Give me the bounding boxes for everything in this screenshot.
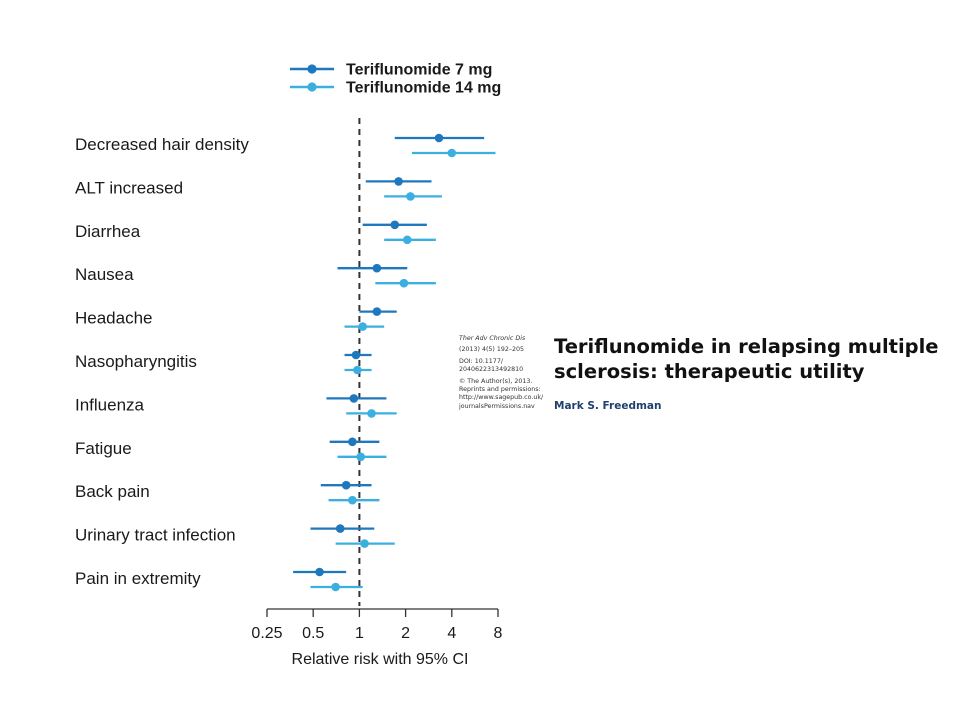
category-label: Back pain	[75, 482, 150, 501]
point-estimate	[399, 278, 409, 288]
x-axis-title: Relative risk with 95% CI	[292, 651, 469, 668]
point-estimate	[447, 148, 457, 158]
category-label: ALT increased	[75, 178, 183, 197]
point-estimate	[367, 409, 376, 418]
reprints-line-2: http://www.sagepub.co.uk/	[459, 394, 544, 402]
point-estimate	[372, 263, 382, 273]
point-estimate	[353, 365, 362, 375]
legend-label: Teriflunomide 7 mg	[346, 62, 492, 79]
x-tick-label: 0.25	[251, 625, 282, 642]
paper-author: Mark S. Freedman	[554, 400, 662, 412]
point-estimate	[372, 307, 382, 316]
x-tick-label: 0.5	[302, 625, 324, 642]
chart-marks	[293, 133, 496, 592]
x-tick-label: 2	[401, 625, 410, 642]
legend-marker	[307, 64, 317, 74]
category-label: Nausea	[75, 265, 134, 284]
citation-block: Ther Adv Chronic Dis (2013) 4(5) 192–205…	[459, 335, 551, 411]
point-estimate	[358, 322, 367, 331]
paper-title: Teriflunomide in relapsing multiple scle…	[554, 335, 939, 383]
category-label: Pain in extremity	[75, 569, 201, 588]
x-tick-label: 8	[494, 625, 503, 642]
x-axis: 0.25 0.5 1 2 4 8	[251, 608, 503, 642]
copyright-line: © The Author(s), 2013.	[459, 377, 533, 385]
category-label: Decreased hair density	[75, 135, 249, 154]
doi-line-1: DOI: 10.1177/	[459, 357, 503, 365]
point-estimate	[434, 133, 444, 143]
x-tick-label: 4	[447, 625, 456, 642]
point-estimate	[394, 177, 403, 186]
legend-label: Teriflunomide 14 mg	[346, 80, 501, 97]
x-tick-label: 1	[355, 625, 364, 642]
category-label: Fatigue	[75, 439, 132, 458]
point-estimate	[356, 452, 366, 462]
point-estimate	[406, 192, 415, 201]
point-estimate	[315, 567, 324, 577]
point-estimate	[402, 235, 412, 245]
point-estimate	[331, 582, 340, 592]
category-label: Nasopharyngitis	[75, 352, 197, 371]
point-estimate	[390, 220, 400, 230]
point-estimate	[360, 539, 369, 548]
category-label: Diarrhea	[75, 222, 141, 241]
point-estimate	[348, 495, 357, 505]
category-label: Influenza	[75, 395, 145, 414]
category-label: Urinary tract infection	[75, 526, 236, 545]
point-estimate	[341, 480, 351, 490]
doi-line-2: 2040622313492810	[459, 366, 524, 374]
journal-name: Ther Adv Chronic Dis	[459, 335, 526, 342]
point-estimate	[349, 394, 359, 403]
reprints-line-3: journalsPermissions.nav	[459, 402, 535, 410]
category-labels: Decreased hair density ALT increased Diarr…	[75, 135, 249, 588]
point-estimate	[348, 437, 357, 447]
point-estimate	[351, 350, 361, 360]
reprints-line-1: Reprints and permissions:	[459, 386, 541, 394]
journal-volume: (2013) 4(5) 192–205	[459, 346, 525, 354]
legend-marker	[307, 82, 317, 92]
point-estimate	[335, 524, 345, 533]
category-label: Headache	[75, 309, 153, 328]
